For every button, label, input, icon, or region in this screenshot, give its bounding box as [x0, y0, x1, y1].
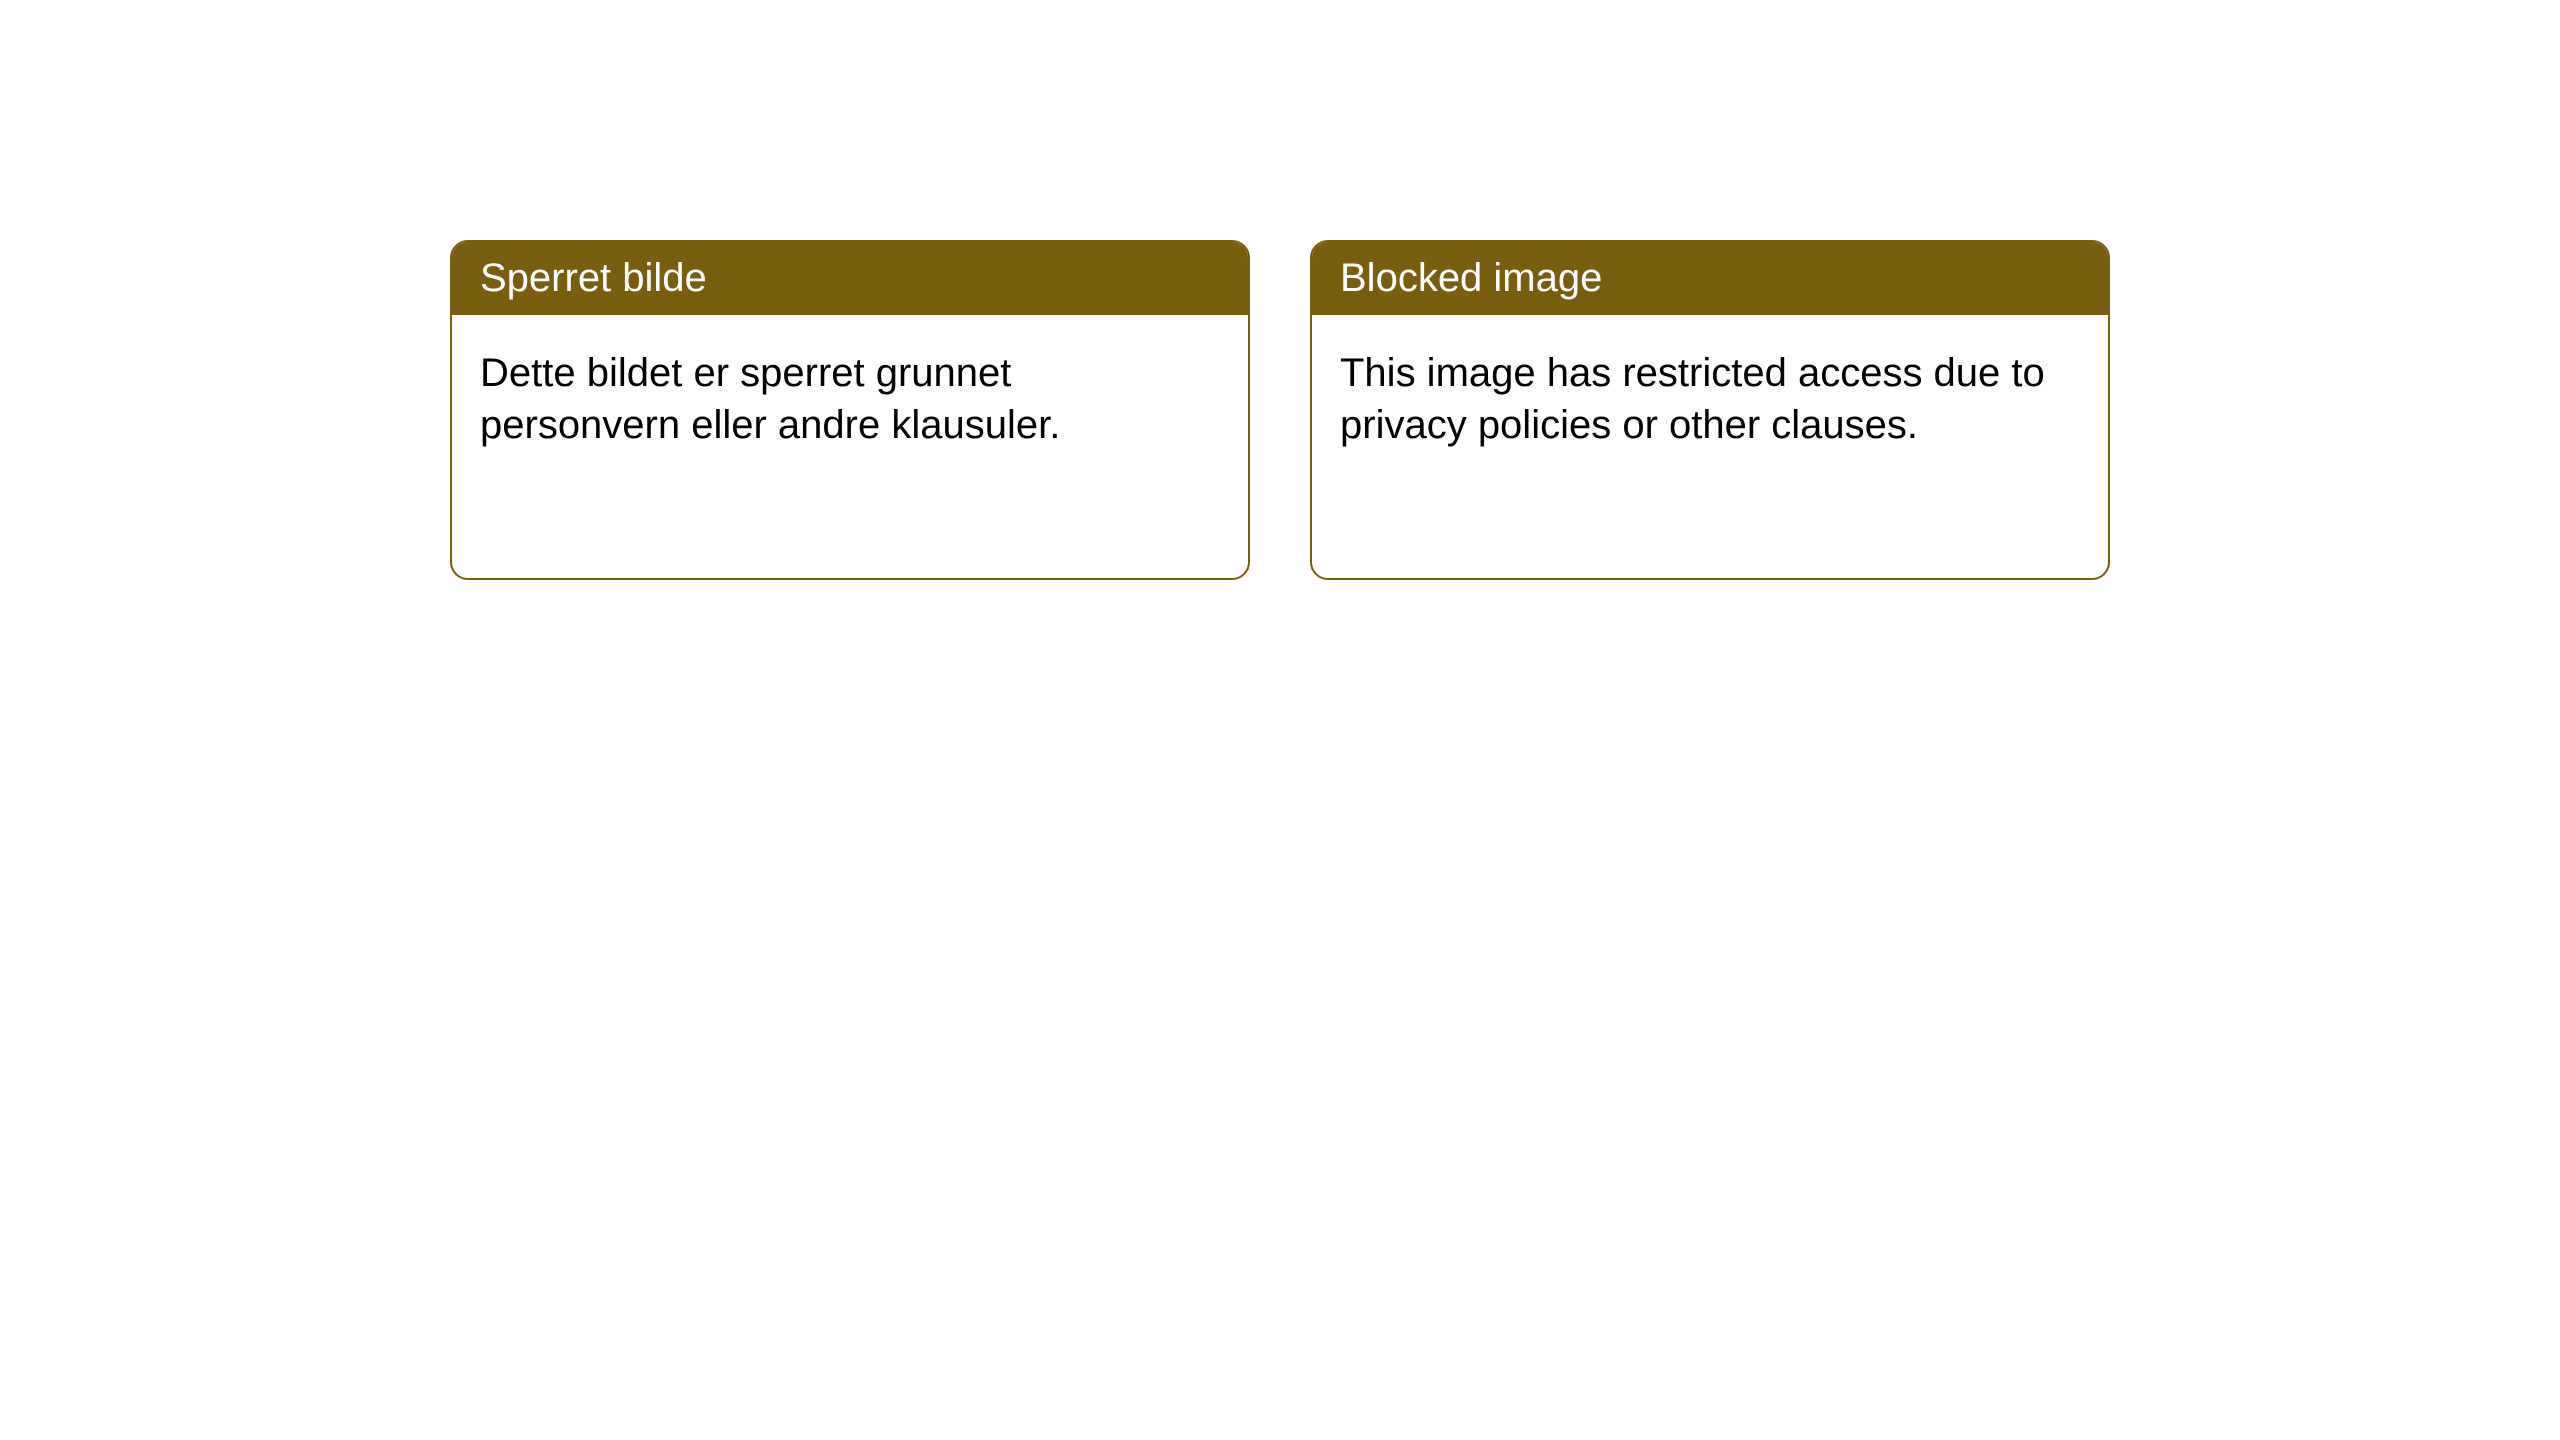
notice-card-title: Blocked image [1340, 256, 1602, 300]
notice-card-norwegian: Sperret bilde Dette bildet er sperret gr… [450, 240, 1250, 580]
notice-card-english: Blocked image This image has restricted … [1310, 240, 2110, 580]
notice-card-body-text: This image has restricted access due to … [1340, 351, 2045, 447]
notice-card-body: This image has restricted access due to … [1312, 315, 2108, 483]
notice-card-header: Sperret bilde [452, 242, 1248, 315]
notice-card-body: Dette bildet er sperret grunnet personve… [452, 315, 1248, 483]
notice-cards-container: Sperret bilde Dette bildet er sperret gr… [450, 240, 2110, 580]
notice-card-body-text: Dette bildet er sperret grunnet personve… [480, 351, 1060, 447]
notice-card-title: Sperret bilde [480, 256, 707, 300]
notice-card-header: Blocked image [1312, 242, 2108, 315]
